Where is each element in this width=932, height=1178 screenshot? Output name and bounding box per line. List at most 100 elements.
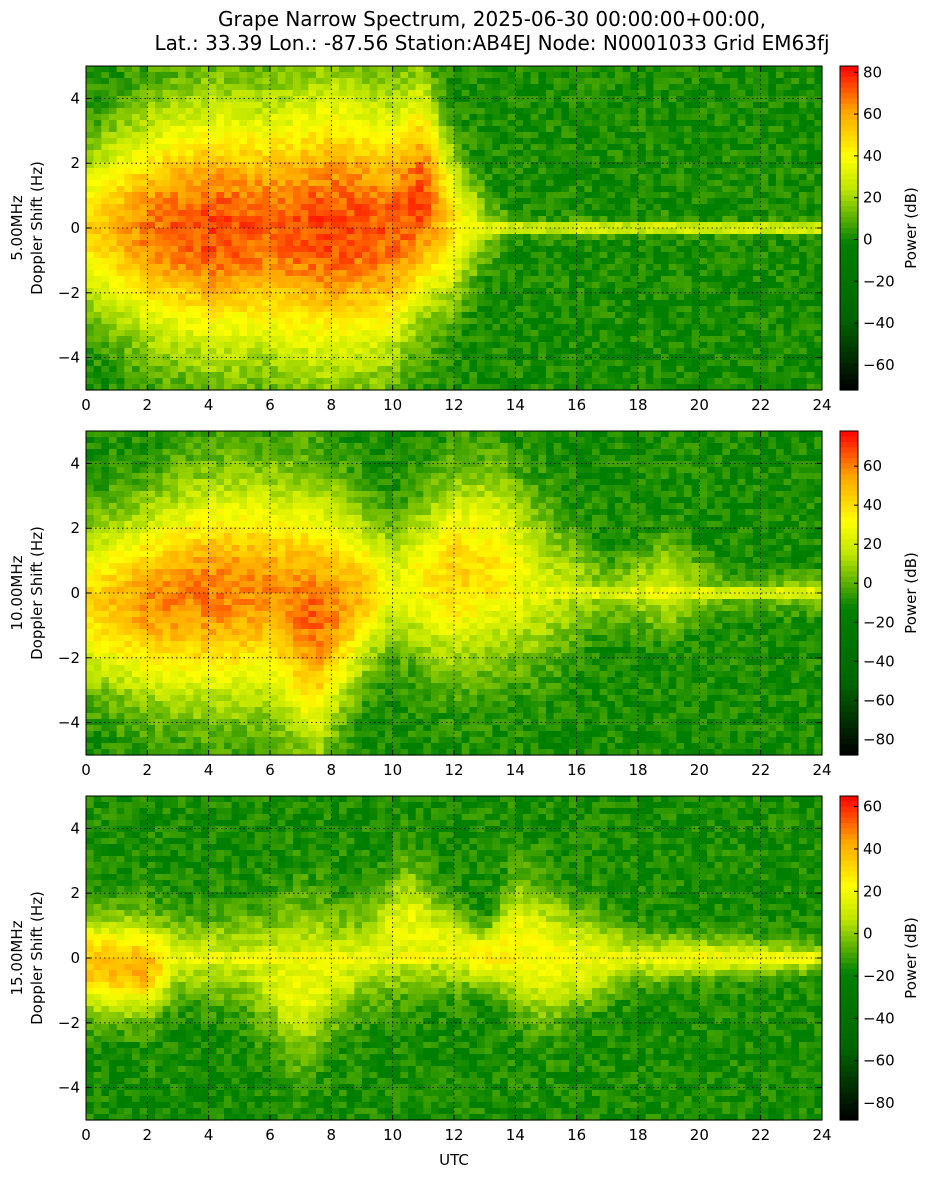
spectrogram-cell: [377, 96, 386, 103]
spectrogram-cell: [86, 162, 95, 169]
spectrogram-cell: [101, 180, 110, 187]
spectrogram-cell: [730, 252, 739, 259]
spectrogram-cell: [599, 288, 608, 295]
spectrogram-cell: [231, 156, 240, 163]
spectrogram-cell: [86, 114, 95, 121]
spectrogram-cell: [323, 204, 332, 211]
spectrogram-cell: [147, 372, 156, 379]
spectrogram-cell: [369, 78, 378, 85]
spectrogram-cell: [653, 180, 662, 187]
spectrogram-cell: [170, 96, 179, 103]
spectrogram-cell: [354, 372, 363, 379]
spectrogram-cell: [638, 156, 647, 163]
spectrogram-cell: [438, 210, 447, 217]
spectrogram-cell: [155, 198, 164, 205]
spectrogram-cell: [484, 156, 493, 163]
spectrogram-cell: [492, 186, 501, 193]
spectrogram-cell: [776, 270, 785, 277]
spectrogram-cell: [254, 102, 263, 109]
spectrogram-cell: [469, 150, 478, 157]
spectrogram-cell: [783, 138, 792, 145]
spectrogram-cell: [469, 186, 478, 193]
spectrogram-cell: [484, 300, 493, 307]
spectrogram-cell: [285, 96, 294, 103]
spectrogram-cell: [492, 318, 501, 325]
spectrogram-cell: [369, 198, 378, 205]
spectrogram-cell: [162, 264, 171, 271]
spectrogram-cell: [507, 174, 516, 181]
spectrogram-cell: [285, 342, 294, 349]
spectrogram-cell: [615, 120, 624, 127]
spectrogram-cell: [477, 168, 486, 175]
spectrogram-cell: [691, 300, 700, 307]
spectrogram-cell: [776, 360, 785, 367]
spectrogram-cell: [86, 84, 95, 91]
spectrogram-cell: [331, 84, 340, 91]
spectrogram-cell: [553, 66, 562, 73]
spectrogram-cell: [431, 282, 440, 289]
spectrogram-cell: [607, 294, 616, 301]
spectrogram-cell: [592, 198, 601, 205]
spectrogram-cell: [446, 258, 455, 265]
spectrogram-cell: [415, 234, 424, 241]
spectrogram-cell: [615, 228, 624, 235]
spectrogram-cell: [354, 348, 363, 355]
spectrogram-cell: [93, 306, 102, 313]
spectrogram-cell: [607, 216, 616, 223]
spectrogram-cell: [500, 276, 509, 283]
spectrogram-cell: [285, 318, 294, 325]
spectrogram-cell: [323, 228, 332, 235]
spectrogram-cell: [538, 378, 547, 385]
spectrogram-cell: [653, 348, 662, 355]
spectrogram-cell: [730, 330, 739, 337]
spectrogram-cell: [93, 144, 102, 151]
spectrogram-cell: [293, 252, 302, 259]
spectrogram-cell: [408, 342, 417, 349]
spectrogram-cell: [484, 330, 493, 337]
spectrogram-cell: [185, 378, 194, 385]
spectrogram-cell: [224, 168, 233, 175]
spectrogram-cell: [423, 174, 432, 181]
spectrogram-cell: [546, 216, 555, 223]
spectrogram-cell: [584, 360, 593, 367]
spectrogram-cell: [753, 204, 762, 211]
spectrogram-cell: [369, 234, 378, 241]
spectrogram-cell: [208, 342, 217, 349]
spectrogram-cell: [116, 360, 125, 367]
spectrogram-cell: [431, 174, 440, 181]
spectrogram-cell: [362, 240, 371, 247]
spectrogram-cell: [599, 330, 608, 337]
spectrogram-cell: [277, 138, 286, 145]
spectrogram-cell: [546, 294, 555, 301]
spectrogram-cell: [109, 216, 118, 223]
spectrogram-cell: [492, 264, 501, 271]
spectrogram-cell: [101, 120, 110, 127]
spectrogram-cell: [331, 132, 340, 139]
spectrogram-cell: [684, 336, 693, 343]
spectrogram-cell: [523, 306, 532, 313]
spectrogram-cell: [530, 300, 539, 307]
spectrogram-cell: [668, 96, 677, 103]
spectrogram-cell: [93, 120, 102, 127]
spectrogram-cell: [523, 78, 532, 85]
spectrogram-cell: [354, 108, 363, 115]
spectrogram-cell: [699, 318, 708, 325]
spectrogram-cell: [745, 324, 754, 331]
spectrogram-cell: [270, 300, 279, 307]
spectrogram-cell: [745, 330, 754, 337]
spectrogram-cell: [722, 384, 731, 391]
spectrogram-cell: [431, 246, 440, 253]
spectrogram-cell: [377, 90, 386, 97]
spectrogram-cell: [377, 330, 386, 337]
spectrogram-cell: [477, 132, 486, 139]
spectrogram-cell: [515, 126, 524, 133]
spectrogram-cell: [277, 276, 286, 283]
spectrogram-cell: [745, 72, 754, 79]
spectrogram-cell: [208, 198, 217, 205]
spectrogram-cell: [331, 216, 340, 223]
spectrogram-cell: [415, 306, 424, 313]
spectrogram-cell: [653, 204, 662, 211]
spectrogram-cell: [300, 360, 309, 367]
spectrogram-cell: [676, 186, 685, 193]
spectrogram-cell: [645, 264, 654, 271]
